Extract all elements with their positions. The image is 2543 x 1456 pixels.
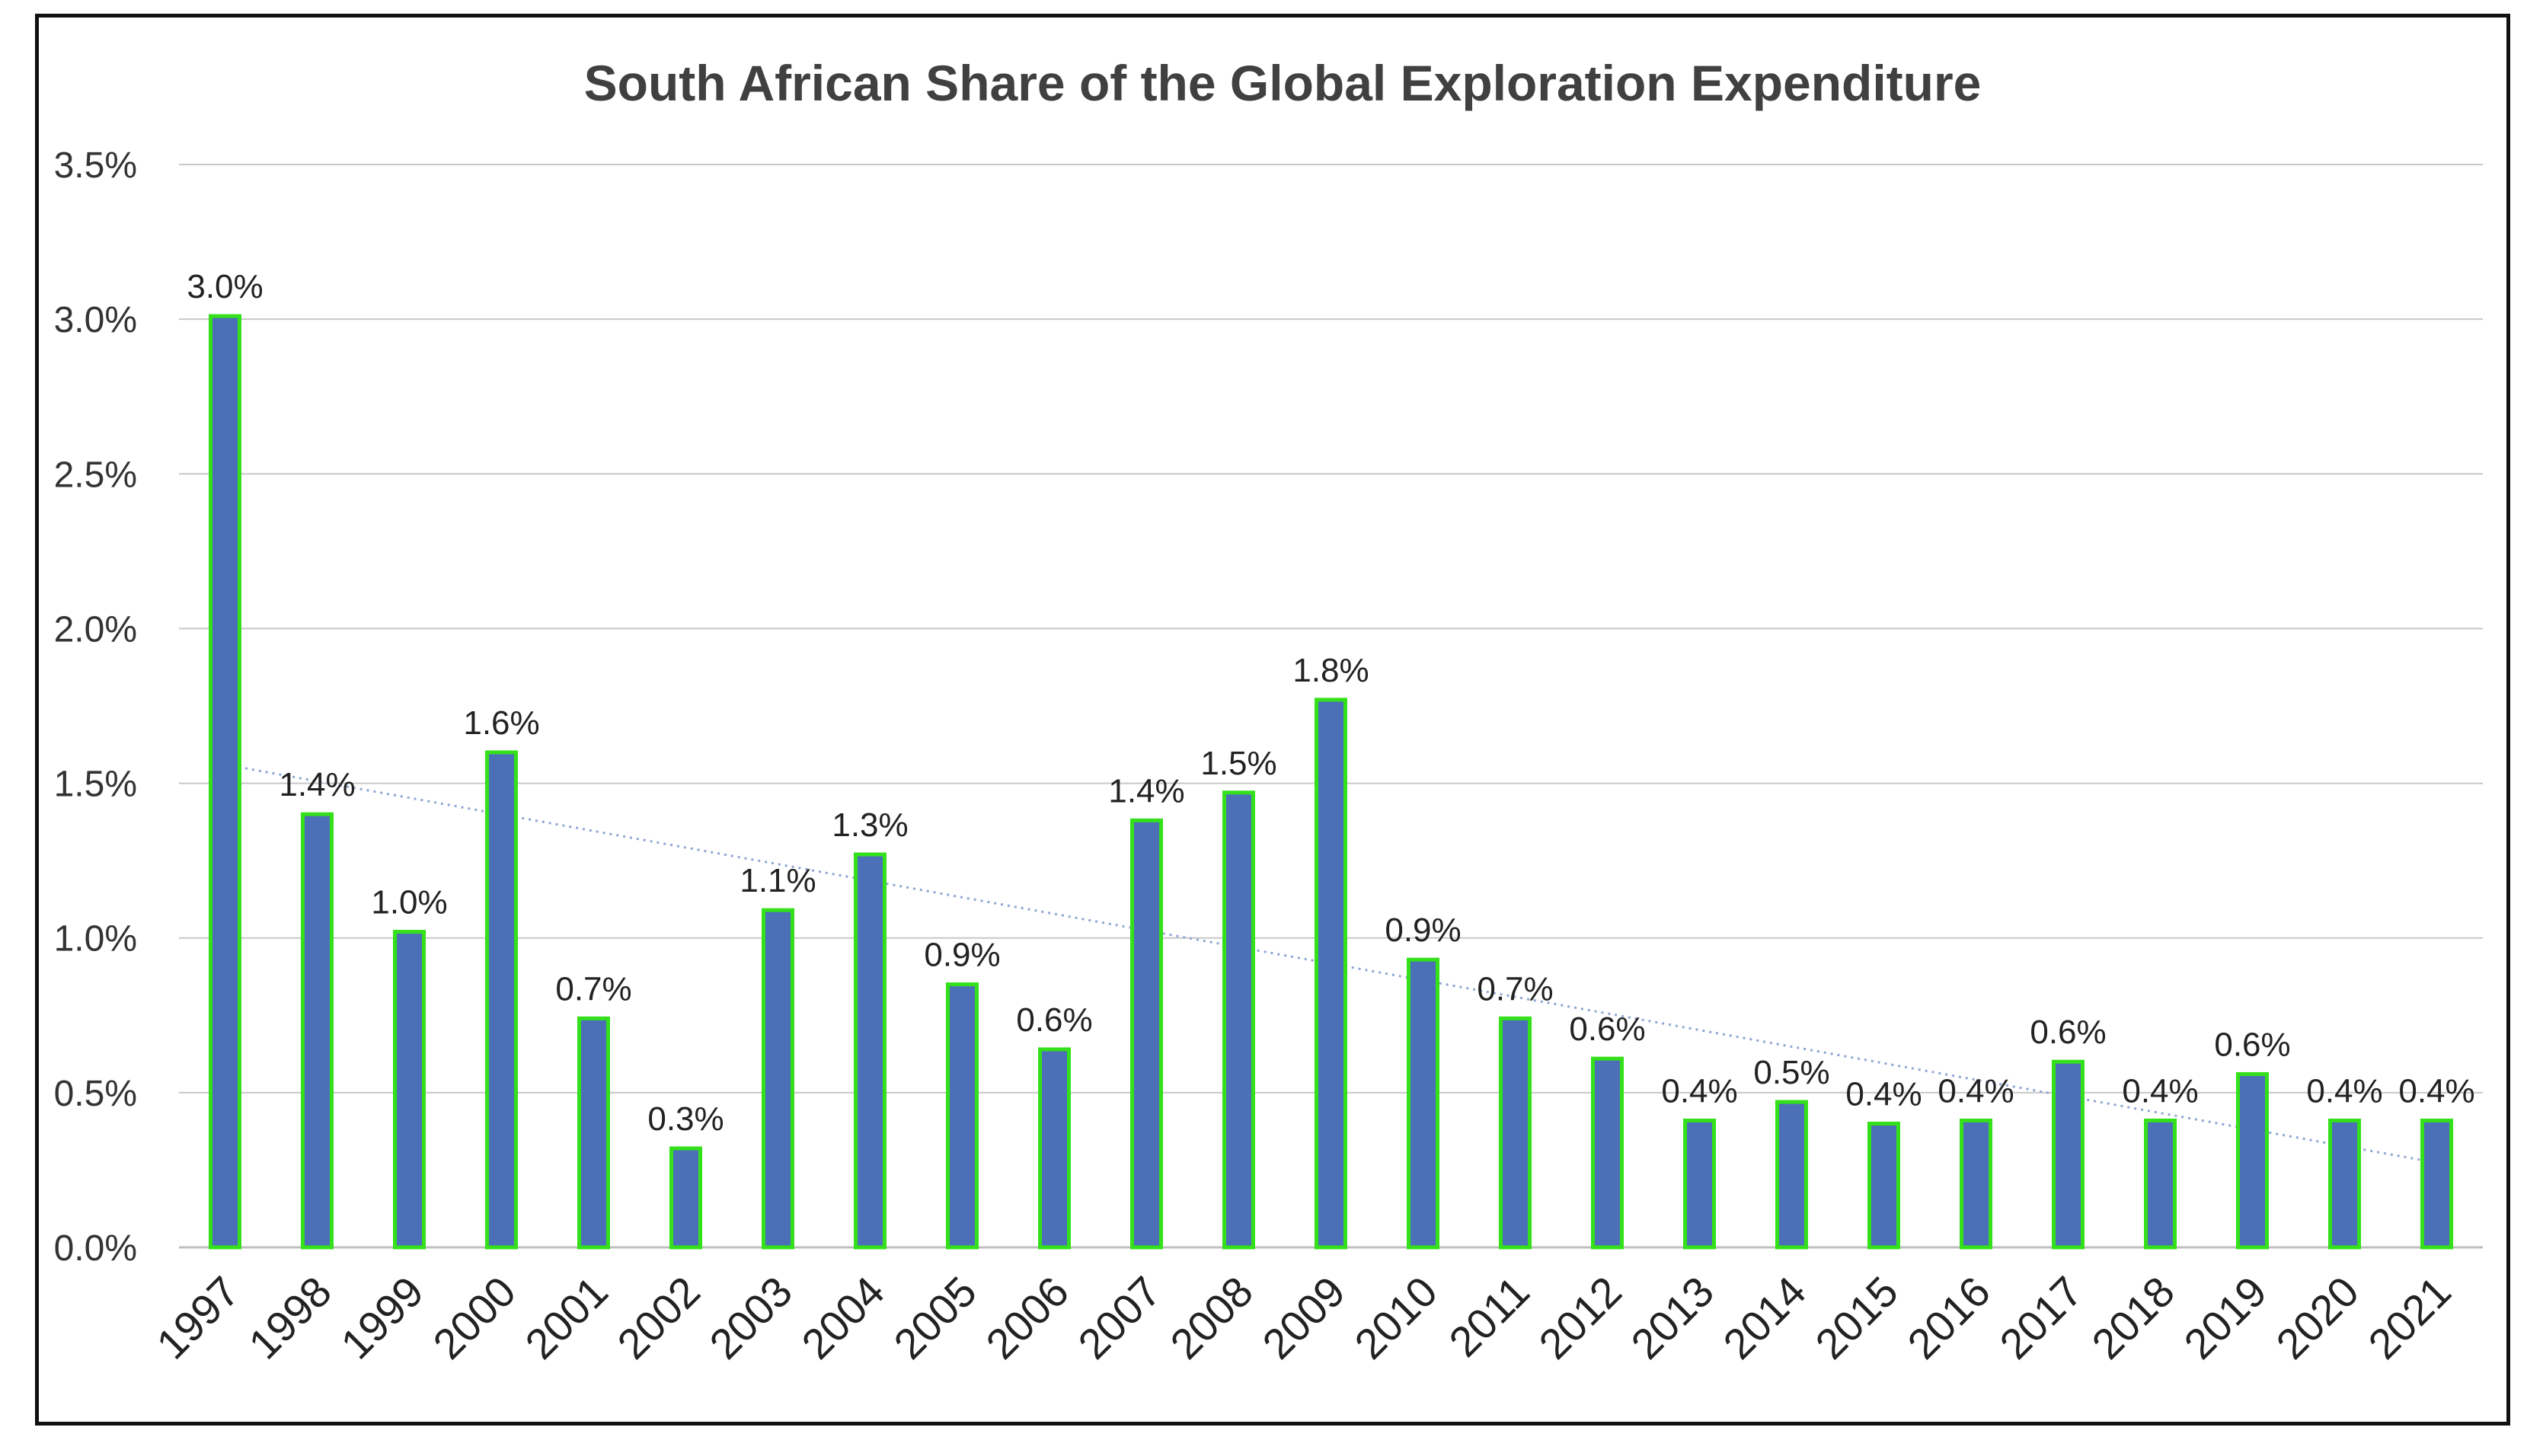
chart-frame [35,14,2510,1426]
data-label-2000: 1.6% [463,704,539,742]
x-tick-label: 1998 [239,1267,340,1368]
bar-2003 [762,908,794,1250]
data-label-2005: 0.9% [924,937,1000,974]
bar-2009 [1315,698,1347,1250]
data-label-2009: 1.8% [1292,652,1369,689]
x-tick-label: 2005 [884,1267,986,1368]
data-label-2001: 0.7% [555,970,631,1007]
bar-2016 [1960,1118,1992,1250]
data-label-2011: 0.7% [1477,970,1553,1007]
data-label-2018: 0.4% [2122,1072,2198,1110]
data-labels: 3.0% 1.4% 1.0% 1.6% 0.7% 0.3% 1.1% 1.3% 0.9% 0.6%… [187,268,2474,1138]
x-tick-label: 2014 [1714,1267,1815,1368]
bar-2002 [669,1146,702,1250]
y-tick-label: 1.5% [54,765,137,805]
y-tick-label: 0.5% [54,1074,137,1114]
x-axis: 1997199819992000200120022003200420052006… [147,1267,2460,1368]
x-tick-label: 2003 [700,1267,801,1368]
y-tick-label: 1.0% [54,919,137,959]
x-tick-label: 2017 [1990,1267,2091,1368]
data-label-2020: 0.4% [2306,1072,2382,1110]
data-label-2016: 0.4% [1938,1072,2014,1110]
x-tick-label: 2010 [1345,1267,1446,1368]
x-tick-label: 2021 [2359,1267,2460,1368]
bar-1999 [393,930,426,1250]
data-label-2006: 0.6% [1016,1001,1092,1039]
y-tick-label: 3.0% [54,300,137,340]
x-tick-label: 2013 [1621,1267,1723,1368]
bar-2015 [1867,1121,1900,1250]
data-label-2008: 1.5% [1200,745,1276,782]
x-tick-label: 2000 [423,1267,525,1368]
x-tick-label: 2006 [976,1267,1078,1368]
bar-2007 [1130,818,1163,1250]
y-tick-label: 3.5% [54,145,137,186]
y-tick-label: 2.5% [54,455,137,495]
gridlines [179,164,2483,1249]
y-tick-label: 2.0% [54,609,137,650]
bar-2010 [1407,957,1439,1250]
bar-2014 [1775,1100,1808,1250]
bar-2013 [1683,1118,1716,1250]
chart-title: South African Share of the Global Explor… [584,55,1982,111]
x-tick-label: 2009 [1253,1267,1354,1368]
bars [209,314,2453,1250]
y-tick-label: 0.0% [54,1228,137,1269]
data-label-2014: 0.5% [1753,1054,1829,1091]
bar-2011 [1499,1016,1532,1250]
data-label-2013: 0.4% [1661,1072,1737,1110]
x-tick-label: 2012 [1529,1267,1631,1368]
x-tick-label: 2004 [792,1267,893,1368]
y-axis: 0.0% 0.5% 1.0% 1.5% 2.0% 2.5% 3.0% 3.5% [54,145,137,1269]
data-label-2003: 1.1% [740,862,816,899]
bar-2008 [1222,790,1255,1250]
bar-2001 [577,1016,610,1250]
bar-2012 [1591,1056,1624,1250]
bar-2018 [2144,1118,2177,1250]
x-tick-label: 1997 [147,1267,248,1368]
x-tick-label: 2019 [2174,1267,2276,1368]
data-label-2017: 0.6% [2030,1014,2106,1051]
data-label-2002: 0.3% [647,1100,724,1138]
x-tick-label: 2002 [608,1267,709,1368]
bar-2005 [946,982,979,1250]
data-label-2004: 1.3% [832,806,908,844]
bar-2020 [2328,1118,2361,1250]
bar-2000 [485,750,518,1250]
x-tick-label: 2011 [1439,1267,1538,1366]
x-tick-label: 2008 [1161,1267,1262,1368]
data-label-2012: 0.6% [1569,1011,1645,1048]
x-tick-label: 2007 [1069,1267,1170,1368]
bar-2006 [1038,1047,1071,1250]
data-label-2007: 1.4% [1108,772,1184,809]
x-tick-label: 2018 [2082,1267,2184,1368]
x-tick-label: 2020 [2267,1267,2368,1368]
data-label-2010: 0.9% [1385,912,1461,949]
x-tick-label: 1999 [331,1267,433,1368]
bar-1997 [209,314,241,1250]
data-label-1999: 1.0% [371,884,447,921]
bar-2021 [2420,1118,2453,1250]
x-tick-label: 2001 [516,1267,617,1368]
data-label-2015: 0.4% [1845,1075,1922,1113]
x-tick-label: 2016 [1898,1267,1999,1368]
bar-2017 [2052,1059,2085,1250]
bar-2004 [854,852,887,1250]
bar-2019 [2236,1071,2269,1250]
data-label-2019: 0.6% [2214,1026,2290,1063]
data-label-1998: 1.4% [279,766,355,803]
x-tick-label: 2015 [1806,1267,1907,1368]
data-label-1997: 3.0% [187,268,263,305]
data-label-2021: 0.4% [2398,1072,2474,1110]
bar-1998 [301,812,334,1250]
